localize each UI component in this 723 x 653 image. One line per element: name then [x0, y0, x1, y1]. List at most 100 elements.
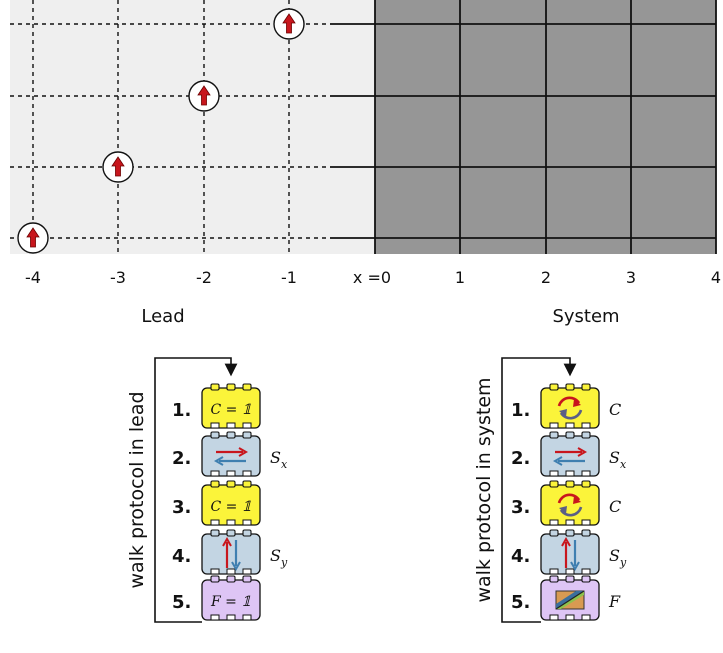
step-side-label: C	[609, 400, 621, 419]
block-stud	[242, 431, 252, 439]
block-notch	[242, 614, 252, 621]
step-number: 1.	[172, 400, 191, 421]
block-stud	[581, 383, 591, 391]
block-body	[540, 387, 600, 429]
step-subscript: x	[620, 458, 627, 471]
block-stud	[210, 383, 220, 391]
step-number: 2.	[511, 448, 530, 469]
block-notch	[581, 519, 591, 526]
block-notch	[210, 519, 220, 526]
block-stud	[242, 529, 252, 537]
x-tick-label: 3	[626, 268, 636, 287]
block-notch	[549, 422, 559, 429]
step-side-label: S	[609, 546, 620, 565]
step-number: 3.	[172, 497, 191, 518]
down-arrowhead-icon	[570, 561, 580, 572]
block-notch	[210, 568, 220, 575]
block-notch	[565, 422, 575, 429]
lattice	[10, 0, 717, 254]
block-stud	[549, 480, 559, 488]
block-notch	[226, 568, 236, 575]
block-notch	[565, 519, 575, 526]
block-notch	[210, 470, 220, 477]
block-stud	[565, 529, 575, 537]
block-stud	[210, 480, 220, 488]
step-subscript: x	[281, 458, 288, 471]
block-stud	[581, 431, 591, 439]
x-tick-label: x =0	[353, 268, 391, 287]
block-body	[540, 533, 600, 575]
field-diagonal-icon	[555, 590, 585, 610]
step-operator-label: C = 𝟙	[210, 402, 251, 418]
lead-label: Lead	[141, 306, 184, 327]
up-arrowhead-icon	[222, 536, 232, 547]
block-body	[201, 435, 261, 477]
walker-up-arrow-icon	[188, 80, 220, 112]
block-stud	[581, 480, 591, 488]
block-body	[201, 533, 261, 575]
step-side-label: C	[609, 497, 621, 516]
block-notch	[226, 470, 236, 477]
block-stud	[210, 431, 220, 439]
block-notch	[226, 614, 236, 621]
step-number: 2.	[172, 448, 191, 469]
left-arrowhead-icon	[213, 456, 224, 466]
block-notch	[549, 519, 559, 526]
loop-bracket	[501, 357, 577, 623]
x-tick-label: -2	[196, 268, 212, 287]
x-tick-label: -1	[281, 268, 297, 287]
block-notch	[242, 519, 252, 526]
block-stud	[242, 383, 252, 391]
block-body	[540, 435, 600, 477]
block-notch	[549, 614, 559, 621]
x-tick-label: 2	[541, 268, 551, 287]
block-stud	[565, 575, 575, 583]
right-arrowhead-icon	[238, 447, 249, 457]
block-notch	[549, 568, 559, 575]
step-operator-label: C = 𝟙	[210, 499, 251, 515]
step-side-label: S	[609, 448, 620, 467]
block-stud	[549, 529, 559, 537]
x-tick-label: 1	[455, 268, 465, 287]
x-tick-label: -3	[110, 268, 126, 287]
block-stud	[565, 431, 575, 439]
down-arrowhead-icon	[231, 561, 241, 572]
rotation-arc-red-icon	[557, 493, 581, 504]
walker-up-arrow-icon	[102, 151, 134, 183]
block-stud	[226, 431, 236, 439]
step-operator-label: F = 𝟙	[210, 594, 251, 610]
block-stud	[242, 575, 252, 583]
block-stud	[226, 480, 236, 488]
block-stud	[226, 575, 236, 583]
block-stud	[565, 383, 575, 391]
step-number: 5.	[172, 592, 191, 613]
x-tick-label: -4	[25, 268, 41, 287]
right-arrowhead-icon	[577, 447, 588, 457]
block-notch	[565, 614, 575, 621]
step-number: 5.	[511, 592, 530, 613]
protocol-step: 3. C = 𝟙	[172, 480, 261, 526]
protocol-title: walk protocol in system	[473, 377, 495, 602]
block-stud	[242, 480, 252, 488]
rotation-head-blue-icon	[559, 409, 567, 417]
walker-up-arrow-icon	[17, 222, 49, 254]
step-number: 4.	[172, 546, 191, 567]
x-axis: -4 -3 -2 -1 x =0 1 2 3 4 Lead System	[25, 268, 721, 327]
block-notch	[242, 422, 252, 429]
system-label: System	[552, 306, 619, 327]
block-stud	[565, 480, 575, 488]
block-stud	[226, 383, 236, 391]
step-side-label: S	[270, 448, 281, 467]
loop-bracket	[154, 357, 238, 623]
block-notch	[581, 568, 591, 575]
rotation-head-blue-icon	[559, 506, 567, 514]
block-notch	[581, 422, 591, 429]
block-stud	[581, 529, 591, 537]
block-notch	[242, 470, 252, 477]
